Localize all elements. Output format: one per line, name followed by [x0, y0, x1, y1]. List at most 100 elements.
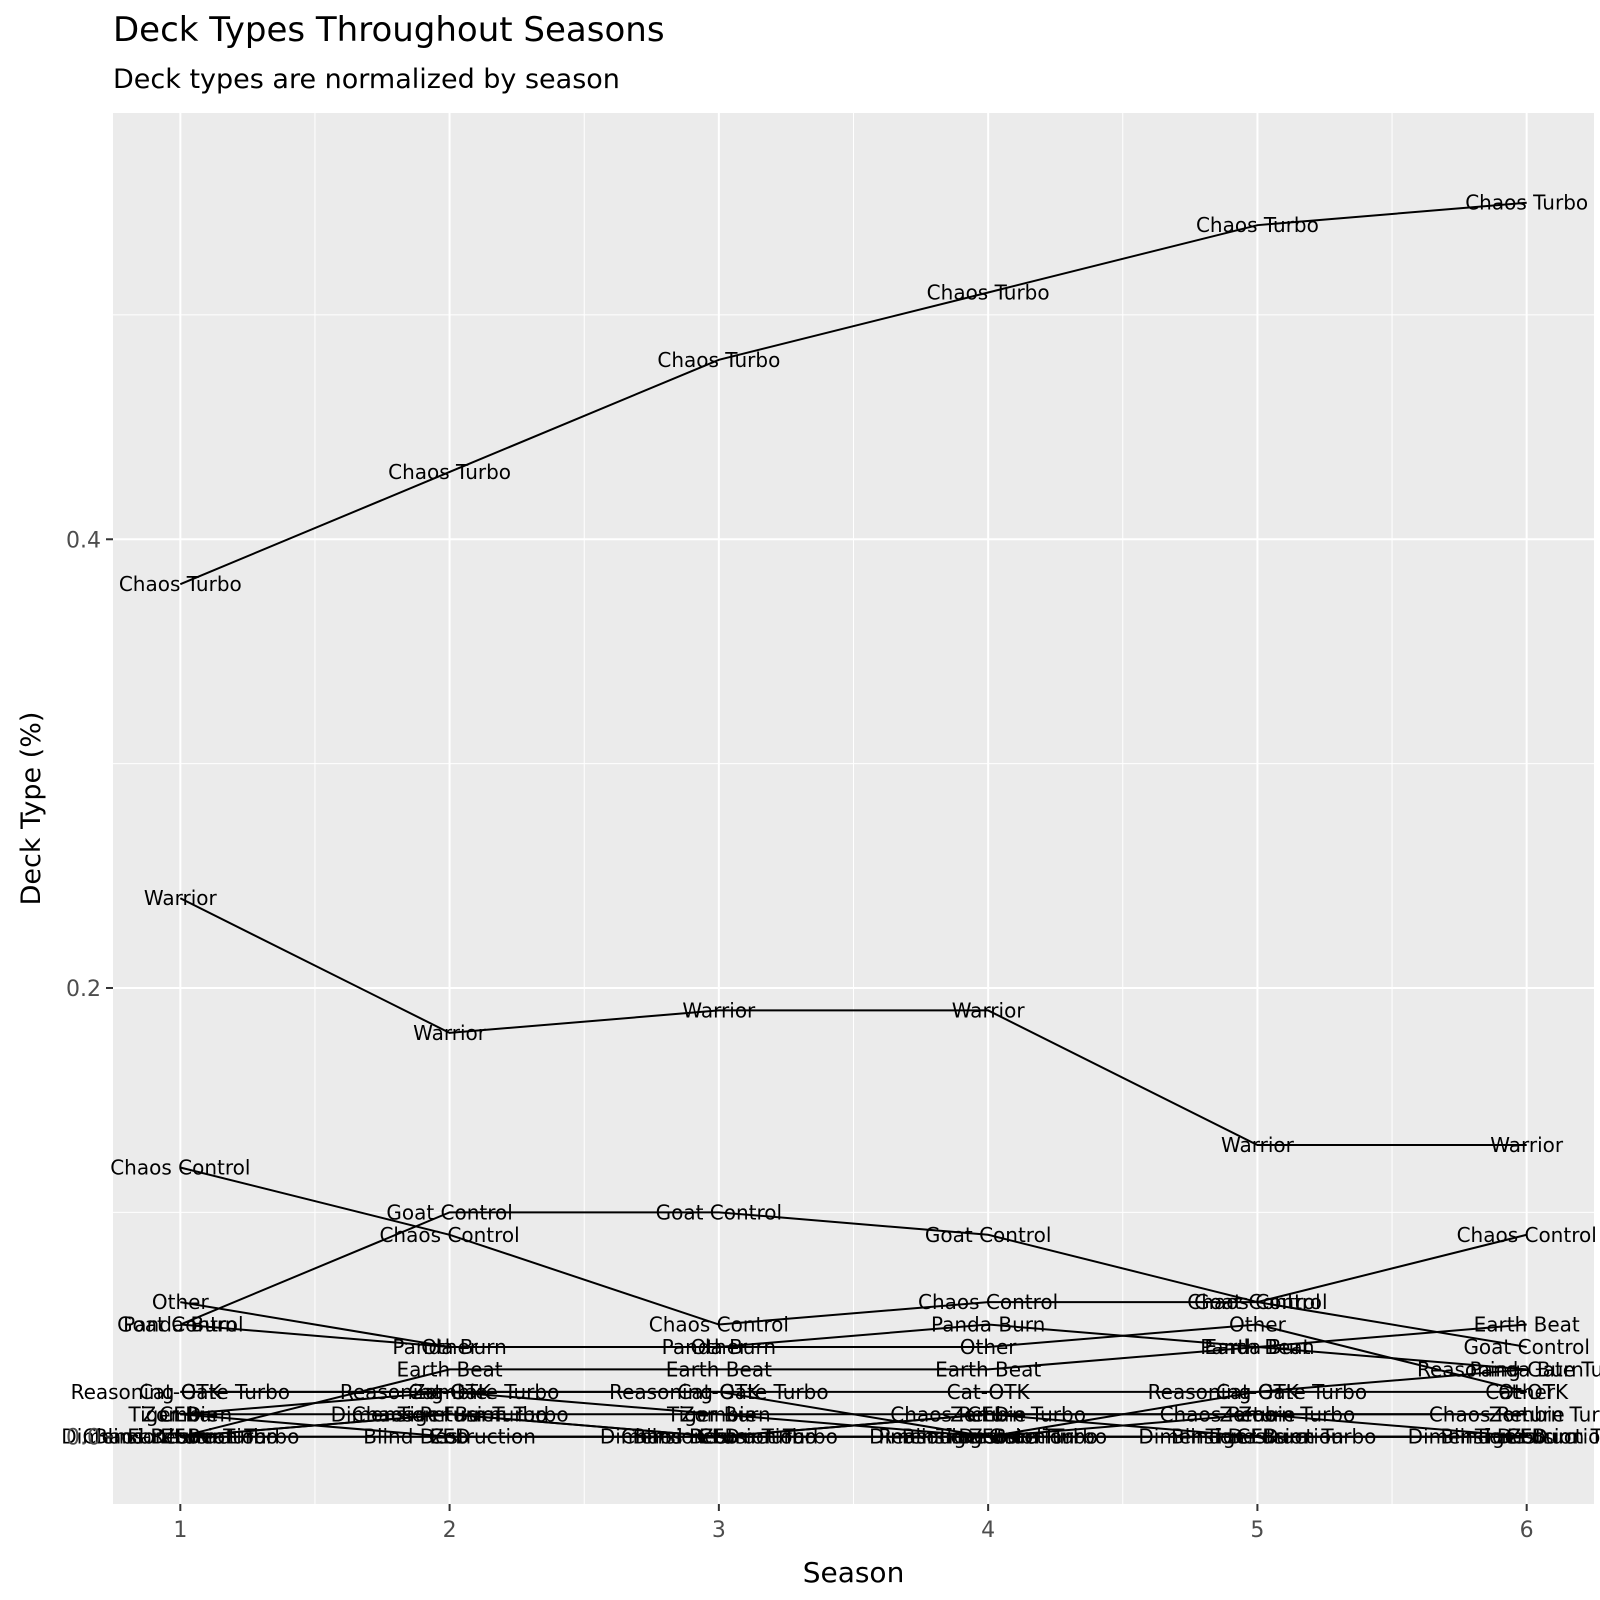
point-label: Blind Destruction	[902, 1425, 1075, 1449]
series-line	[179, 1211, 1527, 1348]
point-label: Earth Beat	[1474, 1313, 1580, 1337]
point-label: Cat-OTK	[947, 1380, 1031, 1404]
point-label: Earth Beat	[397, 1357, 503, 1381]
x-tick-label: 4	[981, 1518, 995, 1543]
point-label: Earth Beat	[1204, 1335, 1310, 1359]
point-label: Blind Destruction	[632, 1425, 805, 1449]
point-label: Chaos Turbo	[388, 460, 511, 484]
point-label: Chaos Return Turbo	[890, 1402, 1086, 1426]
point-label: CED	[159, 1402, 201, 1426]
point-label: Earth Beat	[935, 1357, 1041, 1381]
point-label: Other	[690, 1335, 748, 1359]
point-label: Chaos Turbo	[927, 280, 1050, 304]
series-line	[179, 897, 1527, 1147]
point-label: Warrior	[682, 998, 756, 1022]
point-label: Tiger Burn	[935, 1425, 1040, 1449]
point-label: CED	[967, 1402, 1009, 1426]
x-tick-label: 1	[173, 1518, 187, 1543]
y-tick-label: 0.4	[66, 528, 101, 553]
series-line	[180, 1166, 1527, 1326]
series-line	[180, 1323, 1527, 1438]
point-label: Reasoning Gate Turbo	[609, 1380, 828, 1404]
series-line	[180, 1301, 1527, 1393]
point-label: Goat Control	[1194, 1290, 1320, 1314]
point-label: Other	[421, 1335, 479, 1359]
point-label: CED	[1506, 1425, 1548, 1449]
point-label: Reasoning Gate Turbo	[1417, 1357, 1600, 1381]
axis-ticks: 1 2 3 4 5 6 0.0 0.2 0.4	[66, 528, 1534, 1543]
point-label: Chaos Turbo	[119, 572, 242, 596]
point-label: Tiger Burn	[1205, 1425, 1310, 1449]
point-label: Blind Destruction	[1171, 1425, 1344, 1449]
point-label: Tiger Burn	[127, 1402, 232, 1426]
point-label: Warrior	[952, 998, 1026, 1022]
point-label: CED	[698, 1425, 740, 1449]
chart-title: Deck Types Throughout Seasons	[113, 10, 665, 50]
point-label: Goat Control	[925, 1223, 1051, 1247]
point-label: Other	[1498, 1380, 1556, 1404]
point-label: CED	[429, 1425, 471, 1449]
point-label: Other	[1229, 1313, 1287, 1337]
point-label: Tiger Burn	[666, 1402, 771, 1426]
point-label: Chaos Turbo	[1196, 213, 1319, 237]
point-label: Other	[152, 1290, 210, 1314]
point-label: Chaos Turbo	[1465, 191, 1588, 215]
point-label: Tiger Burn	[397, 1402, 502, 1426]
point-label: Dimension Fusion Turbo	[331, 1402, 569, 1426]
point-label: Blind Destruction	[363, 1425, 536, 1449]
point-label: Dimension Fusion Turbo	[600, 1425, 838, 1449]
point-label: Zombie	[1489, 1402, 1565, 1426]
point-label: CED	[1236, 1425, 1278, 1449]
point-label: Warrior	[1221, 1133, 1295, 1157]
point-label: Dimension Fusion Turbo	[61, 1425, 299, 1449]
point-label: Zombie	[1219, 1402, 1295, 1426]
point-label: Blind Destruction	[94, 1425, 267, 1449]
point-label: Panda Burn	[123, 1313, 237, 1337]
point-labels: Chaos Turbo Chaos Turbo Chaos Turbo Chaos T…	[61, 191, 1600, 1449]
chart-subtitle: Deck types are normalized by season	[113, 64, 620, 95]
point-label: Tiger Burn	[1474, 1425, 1579, 1449]
point-label: Chaos Return Turbo	[1160, 1402, 1356, 1426]
point-label: Warrior	[144, 886, 218, 910]
point-label: Cat-OTK	[1216, 1380, 1300, 1404]
x-axis-label: Season	[803, 1556, 905, 1589]
point-label: Zombie	[412, 1380, 488, 1404]
point-label: Zombie	[950, 1402, 1026, 1426]
point-label: Goat Control	[386, 1200, 512, 1224]
point-label: Reasoning Gate Turbo	[340, 1380, 559, 1404]
point-label: Dimension Fusion Turbo	[869, 1425, 1107, 1449]
point-label: Panda Burn	[662, 1335, 776, 1359]
point-label: Chaos Control	[110, 1155, 250, 1179]
point-label: Chaos Return Turbo	[352, 1402, 548, 1426]
series-lines	[179, 201, 1527, 1438]
point-label: Cat-OTK	[139, 1380, 223, 1404]
point-label: Panda Burn	[392, 1335, 506, 1359]
point-label: Zoo	[700, 1425, 738, 1449]
point-label: Goat Control	[117, 1313, 243, 1337]
point-label: Warrior	[413, 1021, 487, 1045]
point-label: Chaos Control	[1187, 1290, 1327, 1314]
point-label: Panda Burn	[1470, 1357, 1584, 1381]
point-label: Chaos Return Turbo	[1429, 1402, 1600, 1426]
point-label: Dimension Fusion Turbo	[1408, 1425, 1600, 1449]
series-line	[179, 201, 1527, 586]
point-label: Dimension Fusion Turbo	[1138, 1425, 1376, 1449]
point-label: Chaos Control	[918, 1290, 1058, 1314]
point-label: Reasoning Gate Turbo	[878, 1425, 1097, 1449]
point-label: Cat-OTK	[1485, 1380, 1569, 1404]
point-label: Panda Burn	[1200, 1335, 1314, 1359]
point-label: Chaos Control	[649, 1313, 789, 1337]
y-axis-label: Deck Type (%)	[16, 712, 47, 906]
point-label: Panda Burn	[931, 1313, 1045, 1337]
point-label: Zoo	[1238, 1402, 1276, 1426]
point-label: Cat-OTK	[677, 1380, 761, 1404]
point-label: Zoo	[430, 1425, 468, 1449]
point-label: Other	[960, 1335, 1018, 1359]
point-label: Earth Beat	[666, 1357, 772, 1381]
point-label: Reasoning Gate Turbo	[71, 1380, 290, 1404]
series-line	[180, 1323, 1527, 1371]
point-label: Zoo	[1508, 1425, 1546, 1449]
x-tick-label: 2	[443, 1518, 457, 1543]
point-label: Cat-OTK	[408, 1380, 492, 1404]
